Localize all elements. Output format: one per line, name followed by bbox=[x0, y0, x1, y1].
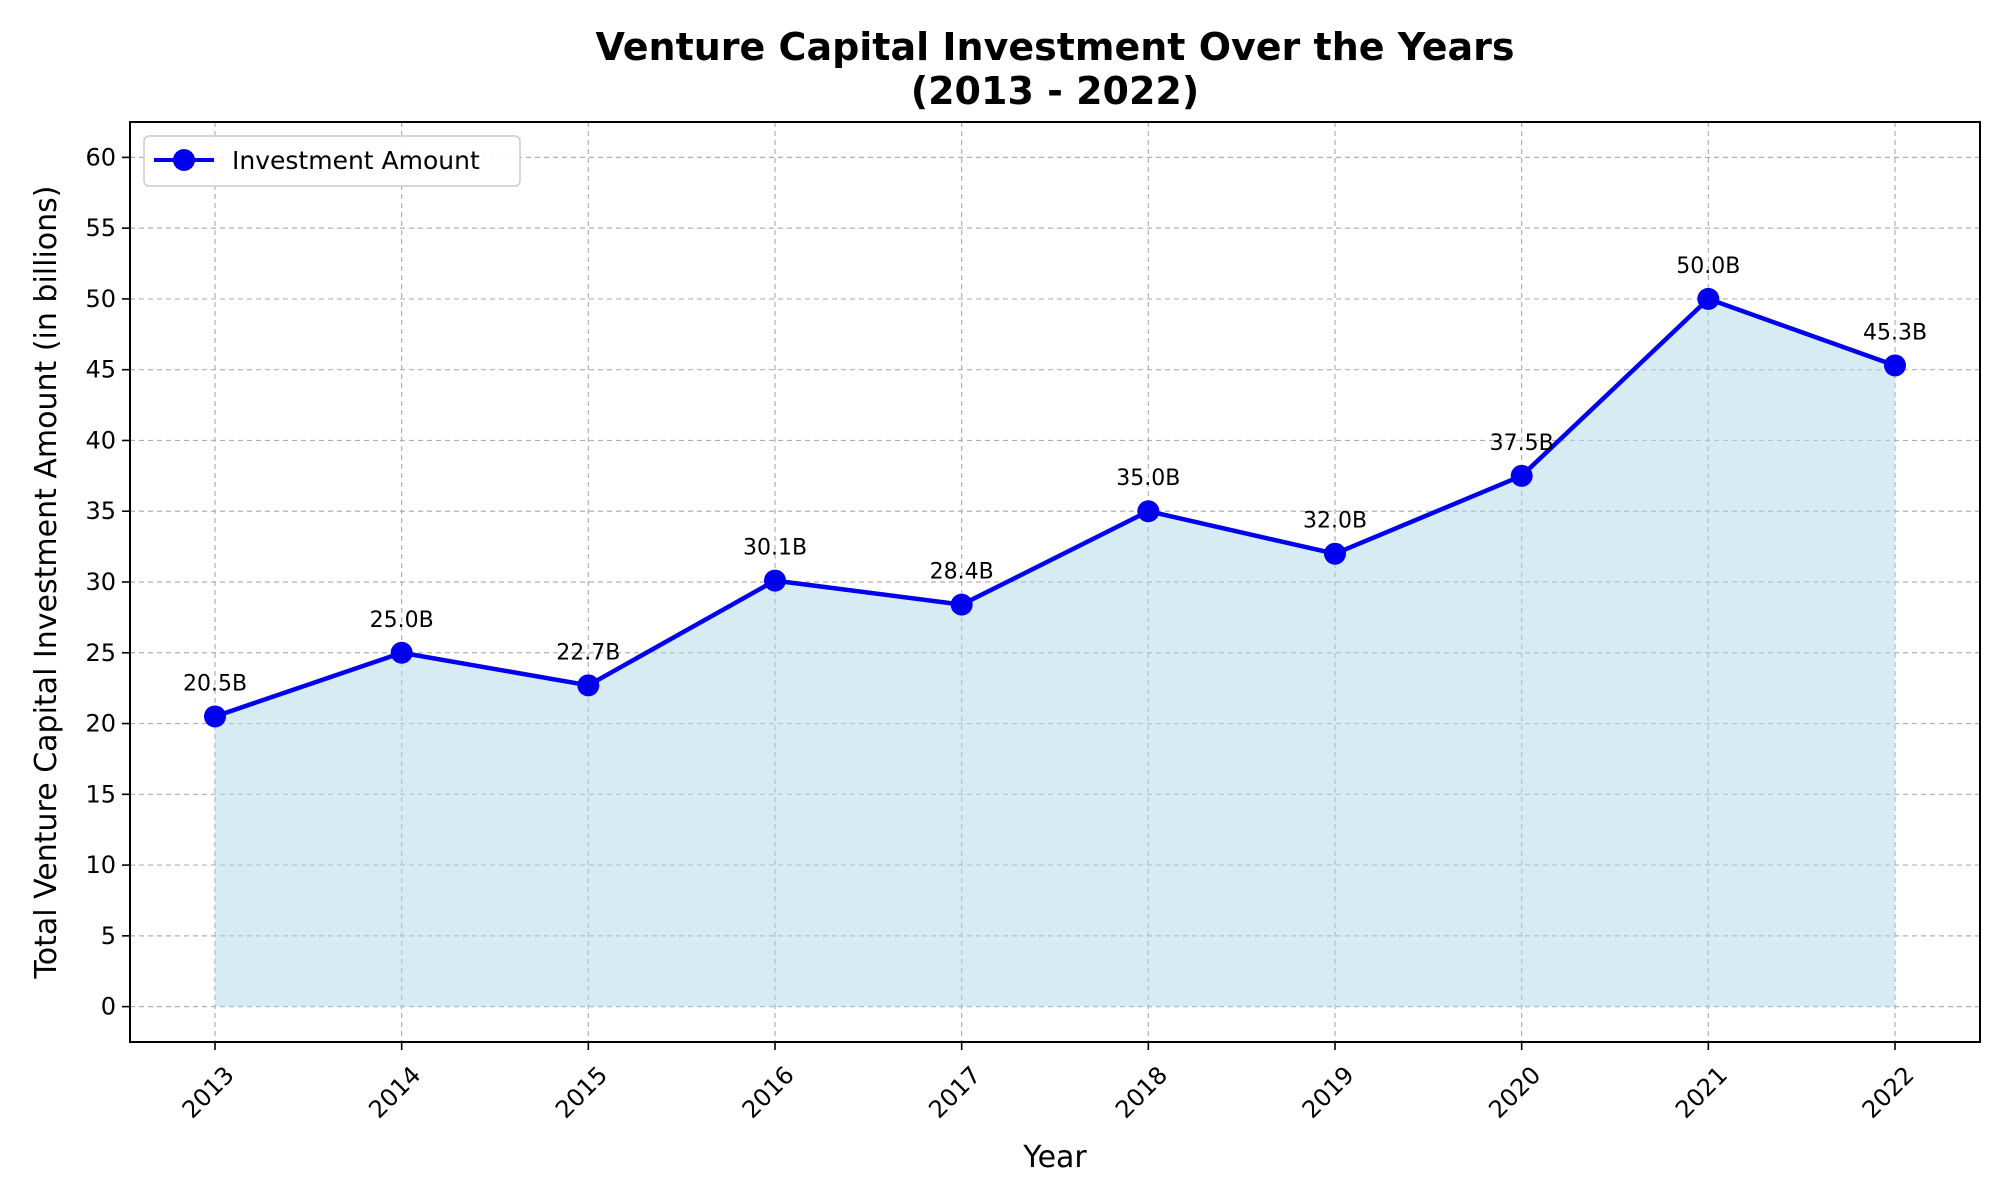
data-label: 45.3B bbox=[1863, 320, 1927, 345]
y-tick-label: 50 bbox=[85, 285, 116, 313]
data-label: 37.5B bbox=[1490, 431, 1554, 456]
data-label: 22.7B bbox=[556, 640, 620, 665]
data-label: 32.0B bbox=[1303, 509, 1367, 534]
plot-frame bbox=[129, 121, 1981, 1043]
y-tick-label: 10 bbox=[85, 851, 116, 879]
data-label: 28.4B bbox=[930, 560, 994, 585]
x-axis-label: Year bbox=[1022, 1140, 1087, 1175]
data-label: 50.0B bbox=[1676, 254, 1740, 279]
y-tick-label: 55 bbox=[85, 214, 116, 242]
data-point bbox=[1697, 287, 1720, 310]
y-tick-label: 20 bbox=[85, 710, 116, 738]
line-layer bbox=[214, 296, 1896, 719]
data-point bbox=[204, 705, 226, 728]
data-label: 30.1B bbox=[743, 536, 807, 561]
point-layer bbox=[204, 287, 1906, 728]
data-point bbox=[950, 593, 973, 616]
series-line bbox=[214, 296, 1896, 719]
data-point bbox=[764, 569, 786, 592]
data-point bbox=[1324, 542, 1346, 565]
chart-subtitle: (2013 - 2022) bbox=[911, 69, 1200, 113]
y-tick-label: 15 bbox=[85, 780, 116, 808]
legend-box bbox=[143, 135, 521, 187]
data-label: 25.0B bbox=[370, 608, 434, 633]
y-tick-label: 0 bbox=[101, 993, 116, 1021]
y-tick-label: 40 bbox=[85, 426, 116, 454]
label-layer: 20.5B 25.0B 22.7B 30.1B 28.4B 35.0B 32.0B 37.5B… bbox=[183, 254, 1927, 697]
y-tick-label: 35 bbox=[85, 497, 116, 525]
y-tick-label: 5 bbox=[101, 922, 116, 950]
data-label: 20.5B bbox=[183, 671, 247, 696]
data-point bbox=[1137, 500, 1160, 523]
data-point bbox=[390, 641, 413, 664]
y-axis-label: Total Venture Capital Investment Amount … bbox=[29, 186, 64, 980]
legend-label: Investment Amount bbox=[232, 146, 480, 175]
y-tick-label: 60 bbox=[85, 143, 116, 171]
y-tick-label: 25 bbox=[85, 639, 116, 667]
area-fill bbox=[215, 298, 1895, 1007]
data-point bbox=[1884, 354, 1906, 377]
legend: Investment Amount bbox=[143, 135, 521, 187]
y-tick-label: 30 bbox=[85, 568, 116, 596]
data-label: 35.0B bbox=[1116, 466, 1180, 491]
area-layer bbox=[215, 298, 1895, 1007]
chart-title: Venture Capital Investment Over the Year… bbox=[595, 25, 1514, 69]
data-point bbox=[577, 674, 600, 697]
data-point bbox=[1510, 464, 1533, 487]
y-tick-label: 45 bbox=[85, 356, 116, 384]
legend-marker-swatch bbox=[173, 149, 195, 171]
